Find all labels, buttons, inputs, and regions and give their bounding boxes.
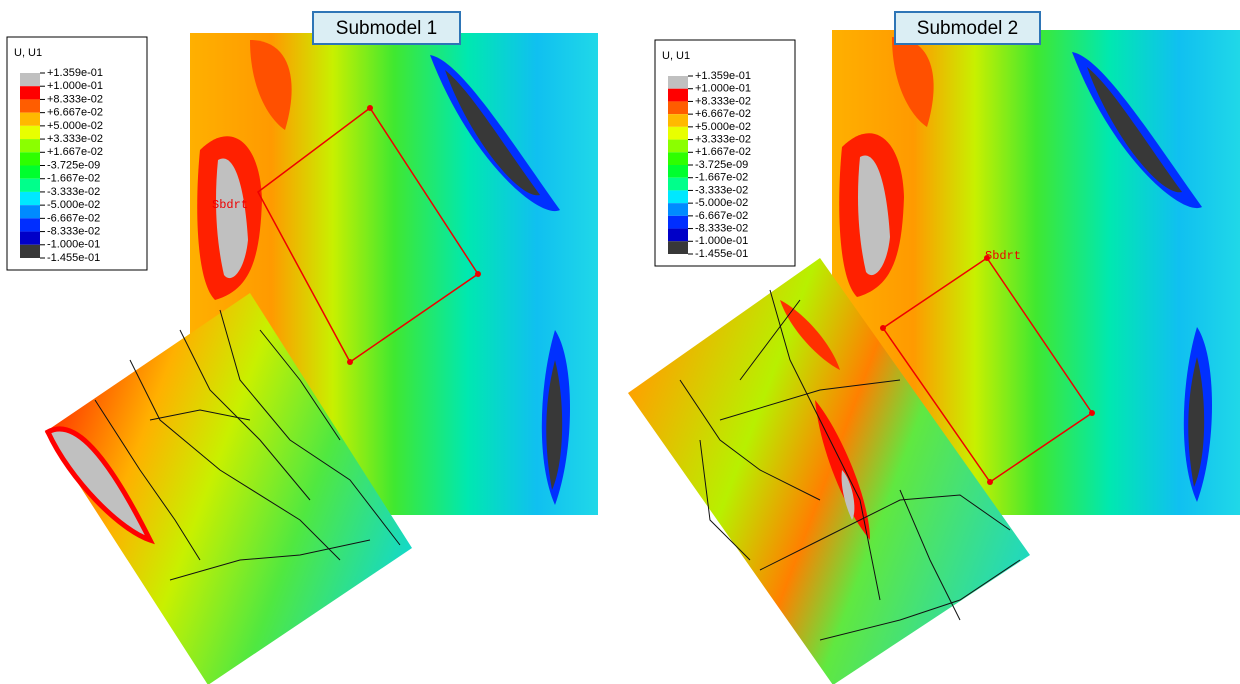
contour-blob <box>250 40 292 130</box>
legend-label: +5.000e-02 <box>47 120 103 132</box>
legend-label: -5.000e-02 <box>695 197 748 209</box>
legend-swatch <box>668 241 688 254</box>
legend-label: +1.667e-02 <box>695 146 751 158</box>
legend-label: -1.455e-01 <box>695 248 748 260</box>
legend-swatch <box>20 218 40 232</box>
legend-swatch <box>668 101 688 115</box>
panel-title: Submodel 1 <box>336 18 437 39</box>
submodel-field <box>45 293 412 684</box>
legend-swatch <box>668 88 688 102</box>
legend-swatch <box>668 203 688 216</box>
legend-label: +1.000e-01 <box>47 80 103 92</box>
legend-label: +3.333e-02 <box>695 133 751 145</box>
legend-swatch <box>20 86 40 100</box>
annotation: Sbdrt <box>212 198 248 212</box>
legend-swatch <box>20 244 40 258</box>
panel-1: Sbdrt Submodel 1 U, U1 +1.359e-01+1.000e-01… <box>6 11 598 684</box>
legend-swatch <box>668 165 688 178</box>
legend-label: +8.333e-02 <box>695 95 751 107</box>
legend-label: -8.333e-02 <box>695 222 748 234</box>
legend-swatch <box>20 178 40 192</box>
submodel-field <box>628 258 1030 684</box>
legend-label: -1.000e-01 <box>47 239 100 251</box>
legend-label: +1.000e-01 <box>695 83 751 95</box>
legend-label: -1.455e-01 <box>47 252 100 264</box>
panel-title: Submodel 2 <box>917 18 1018 39</box>
title-box <box>312 11 461 45</box>
legend-label: -8.333e-02 <box>47 225 100 237</box>
contour-blob <box>216 158 248 279</box>
contour-blob <box>1087 67 1182 193</box>
legend-swatch <box>668 126 688 140</box>
legend-swatch <box>668 76 688 89</box>
legend-label: -3.725e-09 <box>47 159 100 171</box>
legend-swatch <box>668 215 688 229</box>
legend-swatch <box>20 191 40 206</box>
legend-swatch <box>20 125 40 140</box>
contour-blob <box>1188 357 1205 487</box>
crack-lines <box>94 309 401 581</box>
legend-label: -3.333e-02 <box>695 184 748 196</box>
legend-label: -3.333e-02 <box>47 186 100 198</box>
legend-label: -5.000e-02 <box>47 199 100 211</box>
legend-swatch <box>20 73 40 87</box>
contour-blob <box>841 470 855 520</box>
contour-blob <box>815 400 870 540</box>
contour-blob <box>780 300 840 370</box>
legend-swatch <box>668 190 688 204</box>
legend-swatch <box>20 139 40 153</box>
annotation: Sbdrt <box>985 249 1021 263</box>
legend-swatch <box>20 99 40 113</box>
legend-swatch <box>20 205 40 219</box>
contour-blob <box>546 360 563 490</box>
legend-label: +1.359e-01 <box>47 67 103 79</box>
legend-label: +3.333e-02 <box>47 133 103 145</box>
legend-swatch <box>668 152 688 165</box>
legend-label: +8.333e-02 <box>47 93 103 105</box>
legend-swatch <box>668 139 688 153</box>
legend-label: +1.667e-02 <box>47 146 103 158</box>
contour-blob <box>892 37 934 127</box>
legend-label: -3.725e-09 <box>695 159 748 171</box>
legend-label: -1.667e-02 <box>47 173 100 185</box>
legend-label: +6.667e-02 <box>47 107 103 119</box>
legend-swatch <box>20 165 40 179</box>
legend-label: -1.000e-01 <box>695 235 748 247</box>
legend-swatch <box>20 231 40 245</box>
legend-title: U, U1 <box>14 47 42 59</box>
legend-label: +5.000e-02 <box>695 121 751 133</box>
contour-blob <box>858 155 890 276</box>
legend-label: +1.359e-01 <box>695 70 751 82</box>
contour-blob <box>44 426 155 545</box>
legend-swatch <box>20 112 40 126</box>
legend-swatch <box>668 228 688 242</box>
panel-2: Sbdrt Submodel 2 U, U1 +1.359e-01+1.000e-01… <box>628 11 1240 684</box>
title-box <box>894 11 1041 45</box>
legend-label: -1.667e-02 <box>695 172 748 184</box>
legend-title: U, U1 <box>662 50 690 62</box>
legend-swatch <box>668 177 688 191</box>
legend-label: -6.667e-02 <box>695 210 748 222</box>
contour-blob <box>445 70 540 196</box>
legend-swatch <box>668 114 688 127</box>
legend-swatch <box>20 152 40 166</box>
legend-label: +6.667e-02 <box>695 108 751 120</box>
crack-lines <box>679 289 1021 641</box>
legend-label: -6.667e-02 <box>47 212 100 224</box>
